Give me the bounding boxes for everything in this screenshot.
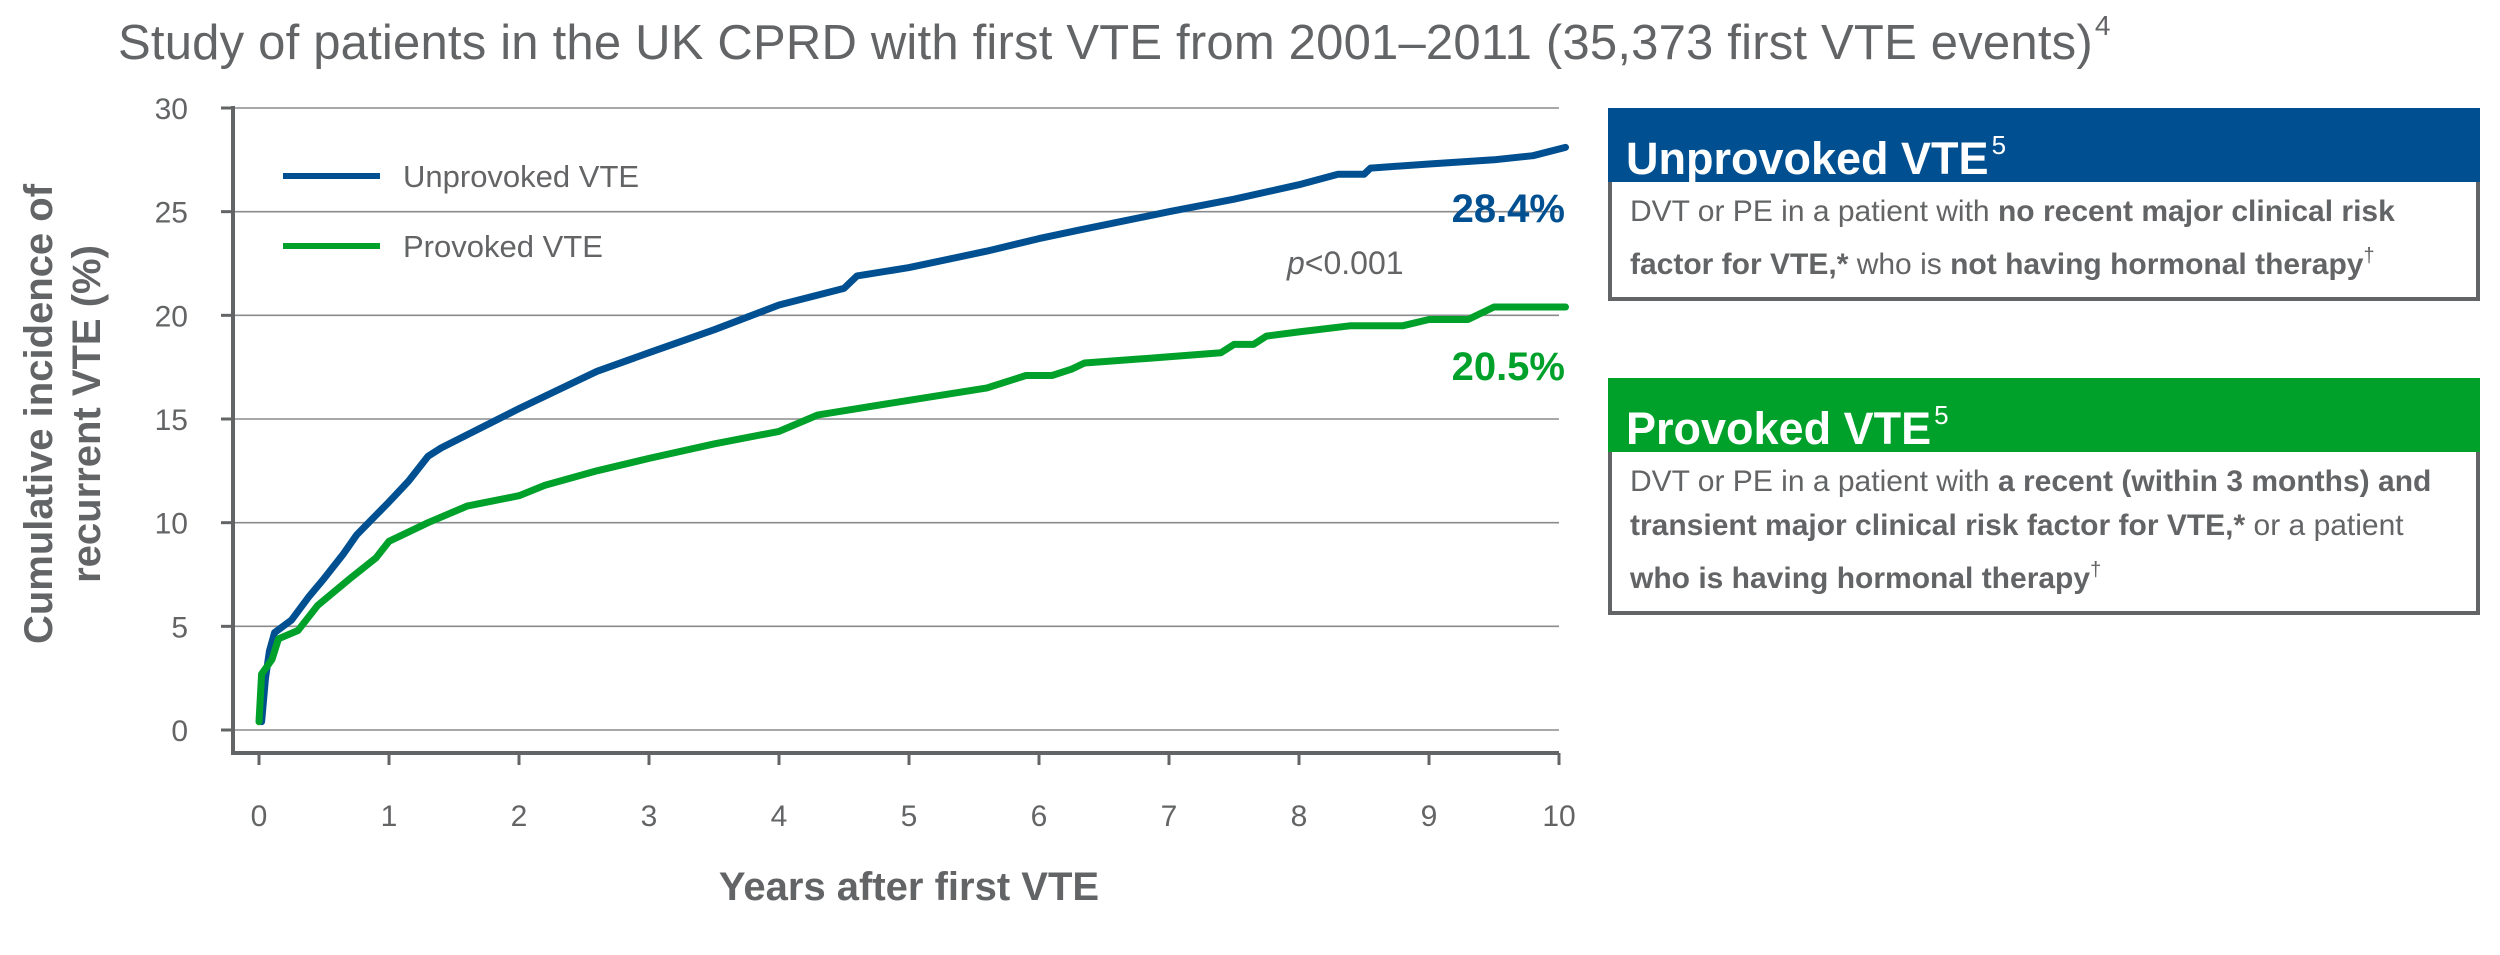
x-tick-label-7: 7 [1161,800,1178,833]
x-tick-label-8: 8 [1291,800,1308,833]
end-label-unprovoked: 28.4% [1452,187,1565,231]
x-tick-label-5: 5 [901,800,918,833]
y-tick-label-0: 0 [171,715,188,748]
x-tick-label-10: 10 [1542,800,1575,833]
box-provoked-text-4: † [2090,559,2102,581]
chart-title: Study of patients in the UK CPRD with fi… [118,10,2111,71]
x-tick-label-3: 3 [641,800,658,833]
x-tick-label-2: 2 [511,800,528,833]
end-labels: 28.4% 20.5% [1452,187,1565,389]
series-line-unprovoked [258,143,1569,726]
y-tick-label-30: 30 [155,93,188,126]
x-tick-label-4: 4 [771,800,788,833]
provoked-box-heading: Provoked VTE 5 [1608,378,2480,454]
provoked-box-heading-text: Provoked VTE [1626,403,1932,454]
y-tick-label-15: 15 [155,404,188,437]
p-value-annotation: p<0.001 [1286,245,1404,281]
y-tick-label-10: 10 [155,508,188,541]
y-tick-labels: 0 5 10 15 20 25 30 [155,93,188,748]
y-axis-label-line2: recurrent VTE (%) [65,245,109,583]
x-tick-label-6: 6 [1031,800,1048,833]
box-unprovoked-text-0: DVT or PE in a patient with [1630,195,1998,228]
box-unprovoked-text-2: who is [1848,248,1951,281]
y-tick-label-20: 20 [155,300,188,333]
box-provoked-text-0: DVT or PE in a patient with [1630,465,1998,498]
legend: Unprovoked VTE Provoked VTE [283,159,639,264]
unprovoked-box-heading-ref: 5 [1991,130,2007,160]
series-lines [255,143,1569,726]
line-chart: 0 5 10 15 20 25 30 0 1 2 3 4 5 6 7 8 9 10 Unprovoked VTE… [17,93,1576,909]
unprovoked-box-body: DVT or PE in a patient with no recent ma… [1612,182,2476,297]
x-tick-label-0: 0 [251,800,268,833]
provoked-box-heading-ref: 5 [1934,400,1949,430]
box-unprovoked-text-3: not having hormonal therapy [1950,248,2364,281]
box-provoked-text-1: a recent (within 3 months) and transient… [1630,465,2432,542]
unprovoked-box-heading-text: Unprovoked VTE [1626,133,1989,184]
series-line-provoked [255,303,1569,726]
x-axis-label: Years after first VTE [719,865,1099,909]
unprovoked-box-heading: Unprovoked VTE 5 [1608,108,2480,184]
box-unprovoked-text-4: † [2363,245,2375,267]
x-tick-label-1: 1 [381,800,398,833]
x-tick-label-9: 9 [1421,800,1438,833]
box-provoked-text-3: who is having hormonal therapy [1630,562,2091,595]
provoked-definition-box: Provoked VTE 5 DVT or PE in a patient wit… [1608,378,2480,615]
unprovoked-definition-box: Unprovoked VTE 5 DVT or PE in a patient w… [1608,108,2480,301]
axes [221,106,1561,765]
chart-title-text: Study of patients in the UK CPRD with fi… [118,16,2093,70]
x-tick-labels: 0 1 2 3 4 5 6 7 8 9 10 [251,800,1576,833]
box-unprovoked-text-1: no recent major clinical risk factor for… [1630,195,2395,281]
chart-title-ref: 4 [2094,10,2111,41]
legend-label-provoked: Provoked VTE [403,229,603,264]
p-value-text: <0.001 [1305,245,1404,281]
p-value-italic: p [1286,245,1305,281]
box-provoked-text-2: or a patient [2245,509,2404,542]
provoked-box-body: DVT or PE in a patient with a recent (wi… [1612,452,2476,611]
legend-label-unprovoked: Unprovoked VTE [403,159,639,194]
y-tick-label-5: 5 [171,611,188,644]
end-label-provoked: 20.5% [1452,345,1565,389]
y-axis-label-line1: Cumulative incidence of [17,183,61,644]
grid-lines [233,107,1559,731]
y-tick-label-25: 25 [155,197,188,230]
